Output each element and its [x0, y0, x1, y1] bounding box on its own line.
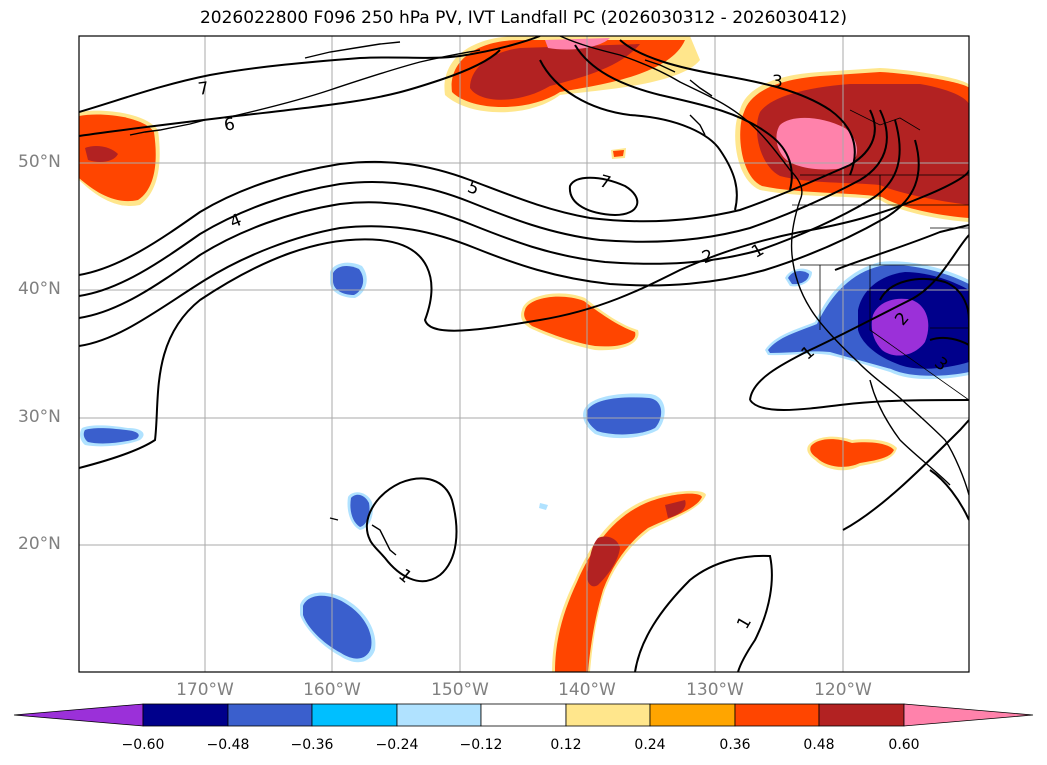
colorbar-extend-right [903, 703, 1034, 727]
map-frame [78, 35, 970, 673]
lon-label-140w: 140°W [558, 680, 616, 700]
lat-label-40n: 40°N [18, 279, 61, 299]
positive-anomaly-central-pacific [520, 148, 639, 351]
positive-anomaly-subtropical-band [552, 490, 706, 672]
lon-label-150w: 150°W [431, 680, 489, 700]
contour-label: 6 [223, 114, 237, 135]
lon-label-120w: 120°W [814, 680, 872, 700]
colorbar-tick-label: −0.24 [375, 737, 419, 753]
lon-label-160w: 160°W [303, 680, 361, 700]
colorbar-tick-label: −0.48 [206, 737, 250, 753]
colorbar-segment [142, 703, 229, 727]
colorbar-tick-label: 0.48 [803, 737, 835, 753]
colorbar-tick-label: 0.12 [550, 737, 582, 753]
colorbar-extend-left [13, 703, 144, 727]
colorbar-segment [311, 703, 398, 727]
colorbar-tick-label: 0.36 [719, 737, 751, 753]
colorbar-tick-label: 0.24 [634, 737, 666, 753]
positive-anomaly-west-edge [79, 110, 160, 206]
contour-label: 7 [197, 79, 211, 100]
lat-label-50n: 50°N [18, 152, 61, 172]
colorbar-segment [227, 703, 313, 727]
colorbar [13, 703, 1034, 727]
coastlines [129, 36, 969, 556]
map-title: 2026022800 F096 250 hPa PV, IVT Landfall… [199, 8, 847, 28]
positive-anomaly-baja [807, 436, 897, 471]
lon-label-170w: 170°W [176, 680, 234, 700]
colorbar-tick-label: 0.60 [888, 737, 920, 753]
lon-label-130w: 130°W [686, 680, 744, 700]
negative-anomaly-west [80, 425, 376, 663]
negative-anomaly-california [765, 261, 969, 380]
colorbar-tick-label: −0.60 [121, 737, 165, 753]
pv-contours [79, 36, 969, 672]
contour-label: 3 [772, 72, 783, 92]
colorbar-tick-label: −0.12 [459, 737, 503, 753]
lat-label-20n: 20°N [18, 534, 61, 554]
colorbar-tick-label: −0.36 [290, 737, 334, 753]
colorbar-segment [480, 703, 567, 727]
colorbar-segment [734, 703, 820, 727]
contour-label: 7 [597, 171, 613, 193]
colorbar-segment [818, 703, 905, 727]
colorbar-segment [649, 703, 736, 727]
negative-anomaly-central-pacific [330, 262, 665, 510]
colorbar-segment [396, 703, 482, 727]
lat-label-30n: 30°N [18, 407, 61, 427]
colorbar-segment [565, 703, 651, 727]
